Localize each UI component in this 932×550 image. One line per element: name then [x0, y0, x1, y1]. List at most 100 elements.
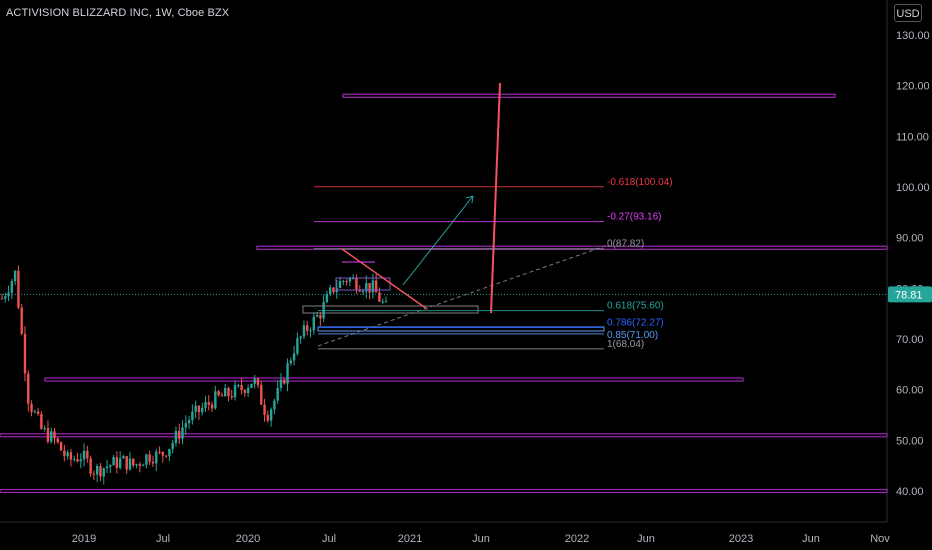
- x-tick-label: Jun: [802, 533, 820, 545]
- candle-body: [23, 333, 27, 374]
- candle-body: [122, 456, 125, 459]
- candle-body: [296, 338, 299, 354]
- horizontal-level: [0, 433, 888, 438]
- candle-body: [279, 379, 283, 388]
- candle-body: [86, 450, 89, 459]
- candle-body: [371, 280, 375, 293]
- candle-body: [201, 407, 204, 413]
- candle-body: [102, 468, 105, 477]
- candle-body: [223, 388, 227, 397]
- candle-body: [73, 459, 76, 461]
- candle-body: [92, 473, 96, 475]
- fib-level-label: 0.618(75.60): [607, 301, 664, 312]
- candle-body: [145, 454, 148, 465]
- currency-button[interactable]: USD: [894, 4, 922, 22]
- candle-body: [191, 411, 194, 421]
- triangle-box: [335, 277, 391, 291]
- candle-body: [174, 430, 178, 444]
- candle-body: [315, 314, 319, 317]
- candle-body: [204, 402, 207, 408]
- candle-body: [345, 281, 348, 283]
- candle-body: [302, 325, 306, 337]
- candle-body: [66, 452, 69, 457]
- candle-body: [56, 438, 59, 443]
- candle-body: [220, 395, 224, 397]
- candle-body: [342, 281, 345, 283]
- candle-body: [135, 464, 138, 466]
- candle-body: [319, 314, 322, 319]
- candle-body: [332, 287, 335, 293]
- candle-body: [384, 301, 388, 303]
- x-tick-label: 2021: [398, 533, 422, 545]
- candle-body: [351, 278, 355, 280]
- candle-body: [141, 464, 145, 466]
- candle-body: [171, 443, 174, 449]
- candle-body: [207, 402, 210, 405]
- candle-body: [269, 409, 273, 421]
- candle-body: [230, 396, 233, 398]
- y-tick-label: 90.00: [896, 233, 924, 245]
- candle-body: [227, 388, 230, 397]
- candle-body: [151, 461, 155, 464]
- fib-level-label: -0.618(100.04): [607, 177, 673, 188]
- candle-body: [292, 353, 296, 361]
- candle-body: [243, 390, 247, 393]
- candle-body: [378, 292, 381, 302]
- candle-body: [210, 404, 214, 409]
- fib-level-label: -0.27(93.16): [607, 212, 661, 223]
- dashed-trendline: [317, 244, 609, 347]
- horizontal-level: [256, 245, 888, 250]
- candle-body: [325, 294, 329, 303]
- x-tick-label: 2019: [72, 533, 96, 545]
- candle-body: [266, 414, 270, 421]
- candle-body: [115, 457, 119, 468]
- candle-body: [109, 465, 112, 467]
- candle-body: [214, 391, 217, 409]
- candle-body: [289, 360, 293, 364]
- candle-body: [178, 430, 181, 439]
- range-box: [302, 305, 479, 314]
- x-tick-label: Jun: [637, 533, 655, 545]
- candle-body: [132, 458, 135, 466]
- candle-body: [197, 405, 201, 413]
- candle-body: [263, 404, 266, 415]
- y-tick-label: 110.00: [896, 131, 929, 143]
- candle-body: [112, 457, 115, 466]
- candle-body: [36, 411, 40, 415]
- candle-body: [148, 454, 151, 462]
- candle-body: [161, 452, 165, 456]
- candle-body: [30, 403, 33, 412]
- fib-level-label: 0.85(71.00): [607, 330, 658, 341]
- candle-body: [365, 283, 368, 292]
- candle-body: [99, 465, 102, 477]
- candle-body: [240, 385, 243, 391]
- candle-body: [299, 336, 302, 339]
- fib-level-label: 0(87.82): [607, 239, 644, 250]
- candle-body: [69, 452, 73, 460]
- x-tick-label: Nov: [870, 533, 890, 545]
- candle-body: [256, 378, 260, 385]
- descending-trendline: [341, 248, 428, 310]
- y-tick-label: 40.00: [896, 486, 924, 498]
- candle-body: [273, 400, 276, 410]
- candle-body: [348, 278, 352, 282]
- candle-body: [338, 281, 342, 288]
- candle-body: [76, 459, 79, 462]
- candle-body: [43, 428, 46, 430]
- candle-body: [155, 451, 158, 464]
- horizontal-level: [44, 377, 744, 382]
- candle-body: [361, 291, 365, 293]
- y-tick-label: 100.00: [896, 182, 930, 194]
- candle-body: [164, 455, 168, 457]
- fib-level-label: 0.786(72.27): [607, 317, 664, 328]
- candle-body: [181, 427, 184, 439]
- candle-body: [118, 458, 122, 468]
- candle-body: [329, 287, 332, 295]
- candle-body: [53, 431, 56, 439]
- candle-body: [246, 387, 250, 393]
- candle-body: [309, 330, 312, 332]
- candle-body: [138, 464, 142, 466]
- candle-body: [368, 283, 371, 293]
- candle-body: [63, 450, 66, 457]
